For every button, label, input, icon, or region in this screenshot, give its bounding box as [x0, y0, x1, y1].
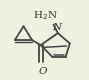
Text: H$_2$N: H$_2$N — [33, 10, 58, 22]
Text: O: O — [39, 67, 47, 76]
Text: N: N — [52, 23, 61, 32]
